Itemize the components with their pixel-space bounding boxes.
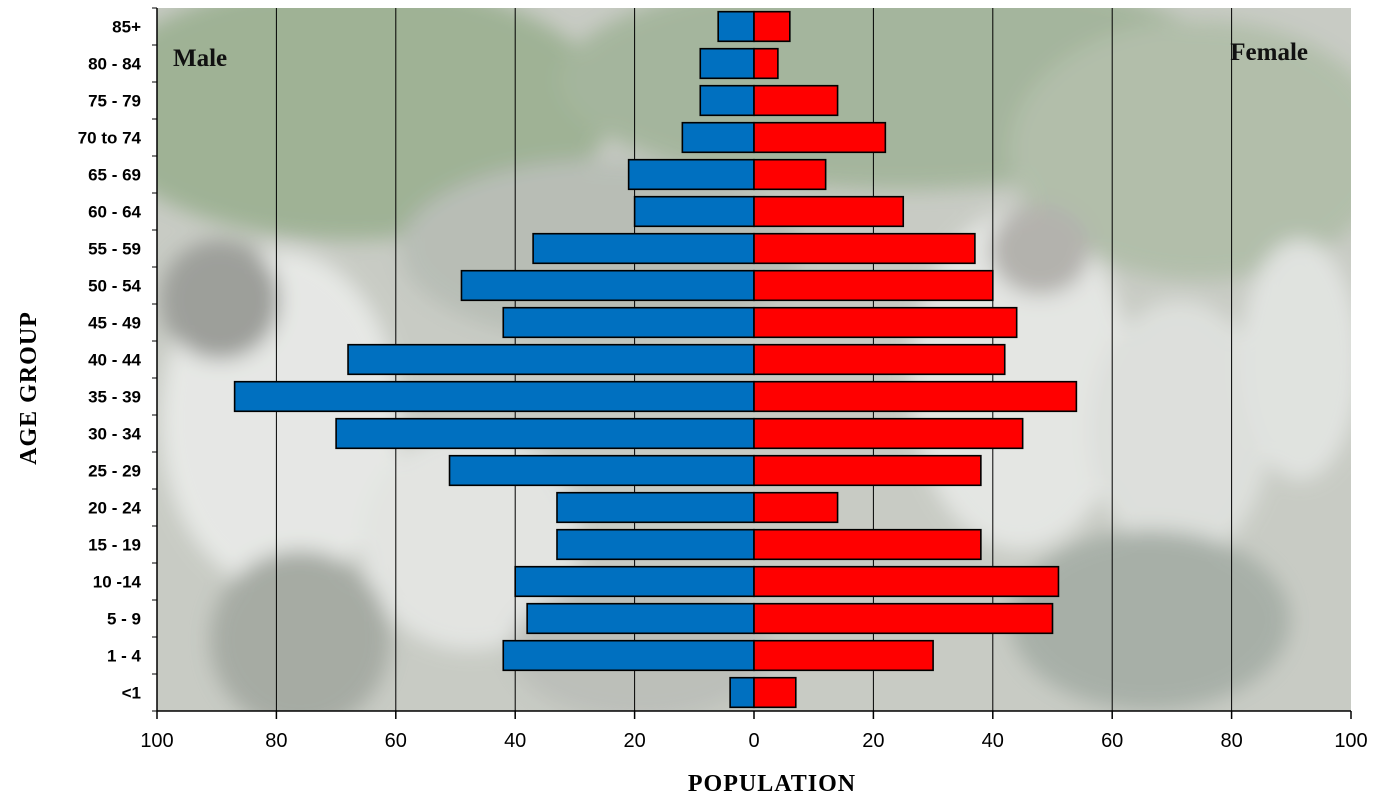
female-bar: [753, 454, 982, 487]
female-bar: [753, 491, 839, 524]
male-bar: [460, 269, 755, 302]
x-tick-label: 80: [265, 730, 287, 752]
female-bar: [753, 343, 1006, 376]
category-label: 55 - 59: [88, 240, 141, 259]
male-bar: [514, 565, 755, 598]
x-tick-label: 60: [385, 730, 407, 752]
category-label: 5 - 9: [107, 610, 141, 629]
x-tick-label: 0: [748, 730, 759, 752]
male-bar: [335, 417, 755, 450]
female-bar: [753, 47, 779, 80]
category-label: 70 to 74: [78, 129, 142, 148]
female-bar: [753, 195, 905, 228]
male-series-label: Male: [173, 45, 227, 72]
x-tick-label: 100: [140, 730, 173, 752]
female-bar: [753, 602, 1054, 635]
female-bar: [753, 269, 994, 302]
male-bar: [681, 121, 755, 154]
x-tick-label: 40: [504, 730, 526, 752]
category-label: 75 - 79: [88, 92, 141, 111]
category-label: 40 - 44: [88, 351, 141, 370]
category-label: 50 - 54: [88, 277, 141, 296]
category-label: 85+: [112, 18, 141, 37]
male-bar: [526, 602, 755, 635]
male-bar: [556, 491, 755, 524]
male-bar: [556, 528, 755, 561]
male-bar: [729, 676, 755, 709]
female-bar: [753, 306, 1018, 339]
category-label: 80 - 84: [88, 55, 141, 74]
male-bar: [633, 195, 755, 228]
male-bar: [627, 158, 755, 191]
male-bar: [502, 639, 755, 672]
female-bar: [753, 84, 839, 117]
male-bar: [699, 84, 755, 117]
female-bar: [753, 417, 1024, 450]
category-label: 60 - 64: [88, 203, 141, 222]
category-label: <1: [122, 684, 141, 703]
category-label: 15 - 19: [88, 536, 141, 555]
category-labels: 85+ 80 - 84 75 - 79 70 to 74 65 - 69 60 - 64 5…: [78, 18, 142, 703]
male-bar: [717, 10, 755, 43]
female-bar: [753, 565, 1060, 598]
y-axis-title: AGE GROUP: [16, 311, 42, 465]
x-tick-label: 40: [982, 730, 1004, 752]
x-axis-title: POPULATION: [688, 771, 856, 797]
female-bar: [753, 528, 982, 561]
female-series-label: Female: [1230, 39, 1308, 66]
male-bar: [233, 380, 755, 413]
category-label: 45 - 49: [88, 314, 141, 333]
x-tick-label: 80: [1220, 730, 1242, 752]
x-tick-label: 20: [862, 730, 884, 752]
tick-labels: 100 80 60 40 20 0 20 40 60 80 100: [140, 730, 1367, 752]
female-bar: [753, 232, 976, 265]
axes: [152, 7, 1352, 719]
category-label: 65 - 69: [88, 166, 141, 185]
x-tick-label: 20: [623, 730, 645, 752]
category-label: 1 - 4: [107, 647, 142, 666]
male-bar: [502, 306, 755, 339]
bars: [233, 10, 1078, 709]
female-bar: [753, 158, 827, 191]
female-bar: [753, 121, 887, 154]
category-label: 35 - 39: [88, 388, 141, 407]
category-label: 30 - 34: [88, 425, 141, 444]
male-bar: [448, 454, 755, 487]
male-bar: [347, 343, 755, 376]
female-bar: [753, 639, 934, 672]
category-label: 10 -14: [93, 573, 142, 592]
category-label: 20 - 24: [88, 499, 141, 518]
x-tick-label: 100: [1334, 730, 1367, 752]
male-bar: [699, 47, 755, 80]
male-bar: [532, 232, 755, 265]
female-bar: [753, 380, 1078, 413]
x-tick-label: 60: [1101, 730, 1123, 752]
female-bar: [753, 10, 791, 43]
female-bar: [753, 676, 797, 709]
category-label: 25 - 29: [88, 462, 141, 481]
